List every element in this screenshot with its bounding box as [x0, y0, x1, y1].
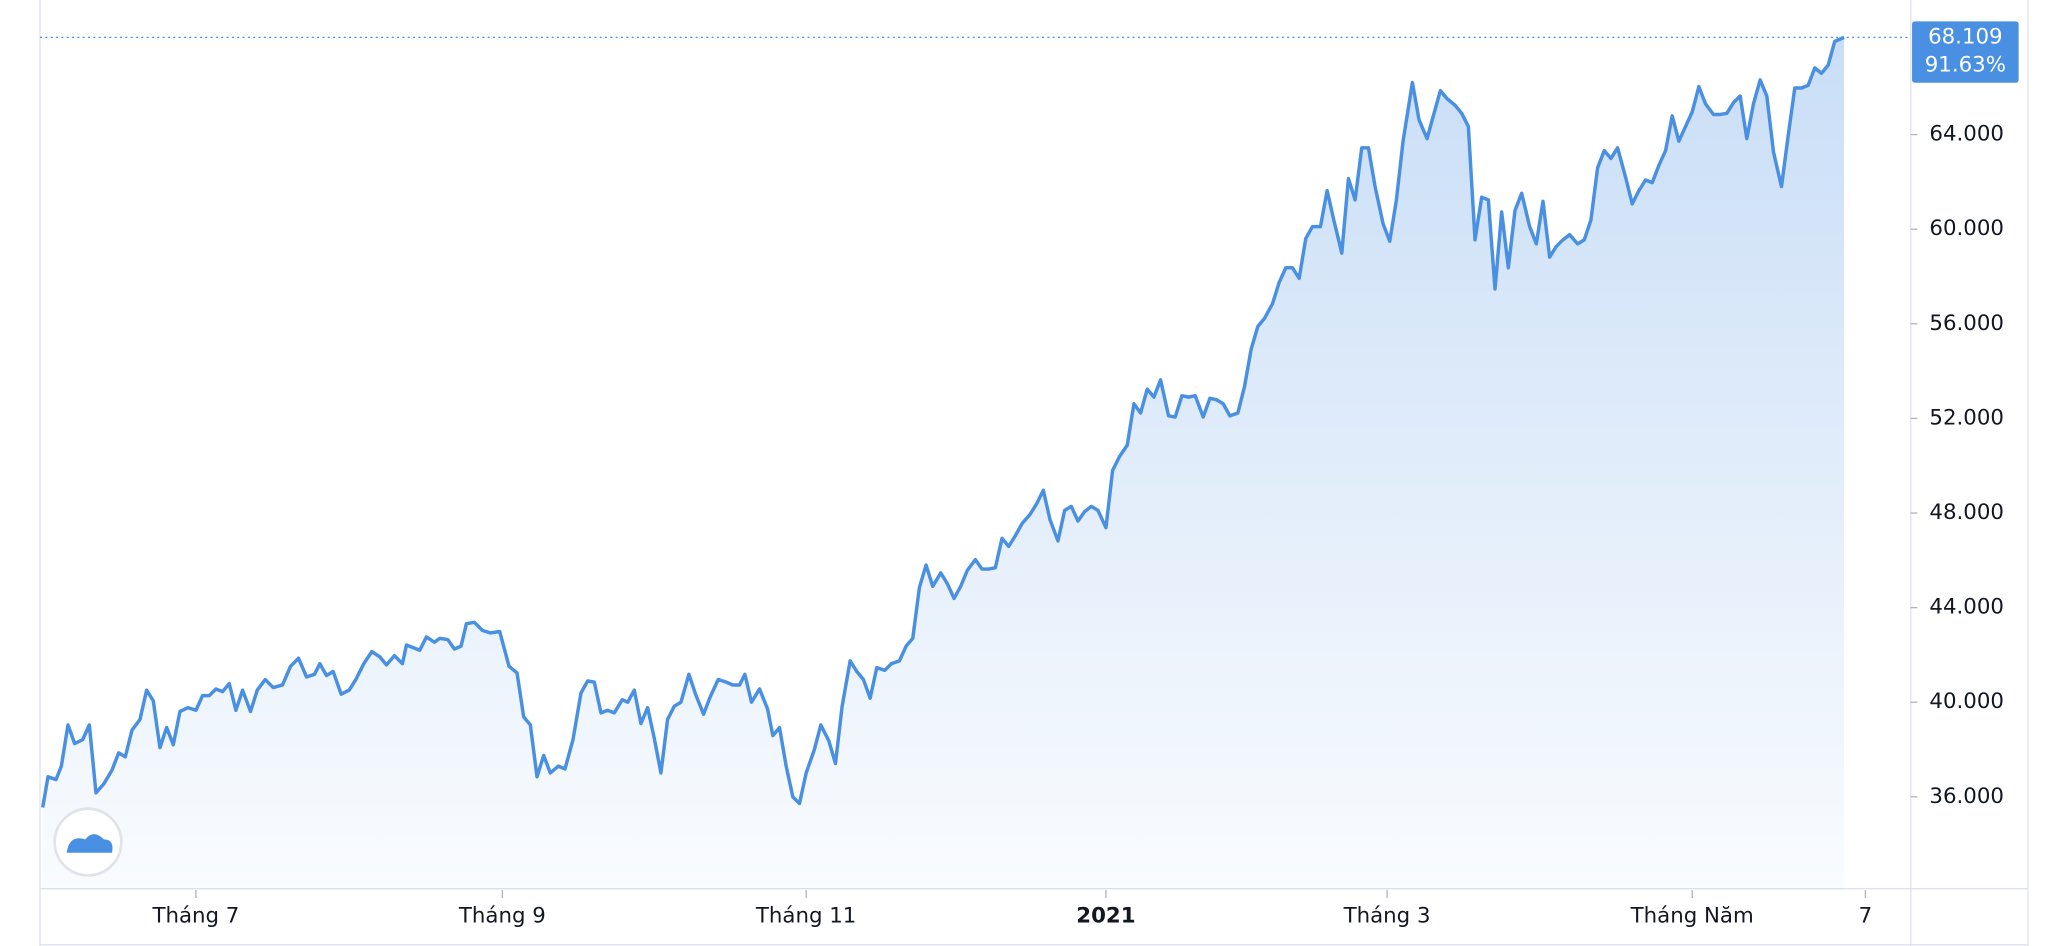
x-tick-label: Tháng 9 — [458, 904, 546, 929]
x-tick-label: Tháng 11 — [755, 904, 856, 929]
x-tick-label: 2021 — [1076, 904, 1135, 929]
plot-area — [40, 35, 1911, 891]
y-tick-label: 56.000 — [1929, 311, 2004, 336]
y-tick-label: 48.000 — [1929, 500, 2004, 525]
y-tick-label: 44.000 — [1929, 595, 2004, 620]
line — [40, 35, 1845, 808]
y-tick-label: 64.000 — [1929, 122, 2004, 147]
logo[interactable] — [53, 807, 123, 877]
y-tick-label: 60.000 — [1929, 216, 2004, 241]
area — [42, 37, 1845, 891]
x-tick-label: Tháng 7 — [151, 904, 239, 929]
price-box — [1912, 21, 2019, 83]
price-label: 68.109 — [1928, 24, 2003, 49]
y-tick-label: 40.000 — [1929, 689, 2004, 714]
y-tick-label: 52.000 — [1929, 405, 2004, 430]
x-tick-label: 7 — [1859, 904, 1873, 929]
logo-icon[interactable] — [66, 834, 113, 853]
x-tick-label: Tháng 3 — [1343, 904, 1431, 929]
x-tick-label: Tháng Năm — [1630, 904, 1754, 929]
y-tick-label: 36.000 — [1929, 784, 2004, 809]
change-label: 91.63% — [1925, 52, 2006, 77]
